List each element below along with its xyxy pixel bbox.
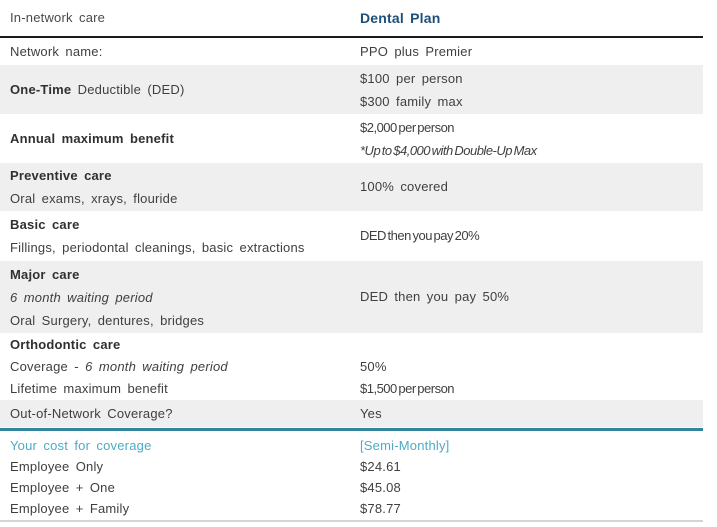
annual-max-label: Annual maximum benefit xyxy=(10,130,174,146)
annual-max-per-person: $2,000 per person xyxy=(360,119,455,135)
cost-section: Your cost for coverage [Semi-Monthly] Em… xyxy=(0,431,703,522)
network-name-value: PPO plus Premier xyxy=(360,43,473,59)
tier-value: $78.77 xyxy=(360,501,401,516)
tier-value: $45.08 xyxy=(360,480,401,495)
preventive-care-label: Preventive care Oral exams, xrays, flour… xyxy=(0,164,358,210)
row-out-of-network-coverage: Out-of-Network Coverage? Yes xyxy=(0,400,703,427)
deductible-label-rest: Deductible (DED) xyxy=(71,81,185,97)
bottom-rule xyxy=(0,520,703,522)
preventive-care-title: Preventive care xyxy=(10,168,112,183)
ortho-lifetime-line: Lifetime maximum benefit $1,500 per pers… xyxy=(0,378,703,400)
major-care-label: Major care 6 month waiting period Oral S… xyxy=(0,263,358,332)
cost-tier-row-employee-plus-family: Employee + Family $78.77 xyxy=(0,498,703,519)
row-preventive-care: Preventive care Oral exams, xrays, flour… xyxy=(0,163,703,211)
oon-label: Out-of-Network Coverage? xyxy=(10,405,173,421)
deductible-label: One-Time Deductible (DED) xyxy=(0,79,358,101)
major-care-examples: Oral Surgery, dentures, bridges xyxy=(10,312,205,328)
table-header-row: In-network care Dental Plan xyxy=(0,0,703,38)
cost-tier-row-employee-plus-one: Employee + One $45.08 xyxy=(0,477,703,498)
preventive-care-value: 100% covered xyxy=(360,179,449,194)
ortho-title-line: Orthodontic care xyxy=(0,334,703,356)
major-care-title: Major care xyxy=(10,266,80,282)
network-name-label: Network name: xyxy=(10,43,103,59)
ortho-coverage-value: 50% xyxy=(360,358,387,374)
basic-care-value: DED then you pay 20% xyxy=(360,228,480,243)
ortho-coverage-waiting-period: 6 month waiting period xyxy=(85,358,228,374)
cost-section-title: Your cost for coverage xyxy=(10,438,152,453)
basic-care-label: Basic care Fillings, periodontal cleanin… xyxy=(0,213,358,259)
basic-care-title: Basic care xyxy=(10,217,80,232)
deductible-per-person: $100 per person xyxy=(360,70,463,86)
cost-frequency: [Semi-Monthly] xyxy=(360,438,450,453)
major-care-value: DED then you pay 50% xyxy=(360,289,510,304)
ortho-coverage-label: Coverage - 6 month waiting period xyxy=(0,356,358,378)
row-one-time-deductible: One-Time Deductible (DED) $100 per perso… xyxy=(0,65,703,114)
column-header-dental-plan: Dental Plan xyxy=(360,10,441,26)
tier-label: Employee + Family xyxy=(10,501,130,516)
column-header-in-network-care: In-network care xyxy=(10,10,106,25)
annual-max-values: $2,000 per person *Up to $4,000 with Dou… xyxy=(358,116,703,162)
tier-label: Employee + One xyxy=(10,480,115,495)
benefits-table: In-network care Dental Plan Network name… xyxy=(0,0,703,427)
deductible-values: $100 per person $300 family max xyxy=(358,67,703,113)
row-annual-maximum-benefit: Annual maximum benefit $2,000 per person… xyxy=(0,114,703,163)
ortho-lifetime-value: $1,500 per person xyxy=(360,380,455,396)
deductible-family-max: $300 family max xyxy=(360,93,463,109)
tier-label: Employee Only xyxy=(10,459,104,474)
row-basic-care: Basic care Fillings, periodontal cleanin… xyxy=(0,211,703,261)
major-care-waiting-period: 6 month waiting period xyxy=(10,289,153,305)
ortho-lifetime-label: Lifetime maximum benefit xyxy=(10,380,168,396)
ortho-coverage-line: Coverage - 6 month waiting period 50% xyxy=(0,356,703,378)
annual-max-doubleup-note: *Up to $4,000 with Double-Up Max xyxy=(360,142,537,158)
deductible-label-bold: One-Time xyxy=(10,81,72,97)
teal-divider-rule xyxy=(0,428,703,431)
tier-value: $24.61 xyxy=(360,459,401,474)
row-network-name: Network name: PPO plus Premier xyxy=(0,38,703,65)
cost-tier-row-employee-only: Employee Only $24.61 xyxy=(0,456,703,477)
row-major-care: Major care 6 month waiting period Oral S… xyxy=(0,261,703,333)
ortho-coverage-prefix: Coverage - xyxy=(10,358,86,374)
basic-care-examples: Fillings, periodontal cleanings, basic e… xyxy=(10,240,305,255)
preventive-care-examples: Oral exams, xrays, flouride xyxy=(10,191,178,206)
cost-header-row: Your cost for coverage [Semi-Monthly] xyxy=(0,435,703,456)
oon-value: Yes xyxy=(360,405,382,421)
ortho-title: Orthodontic care xyxy=(10,336,121,352)
row-orthodontic-care: Orthodontic care Coverage - 6 month wait… xyxy=(0,333,703,400)
